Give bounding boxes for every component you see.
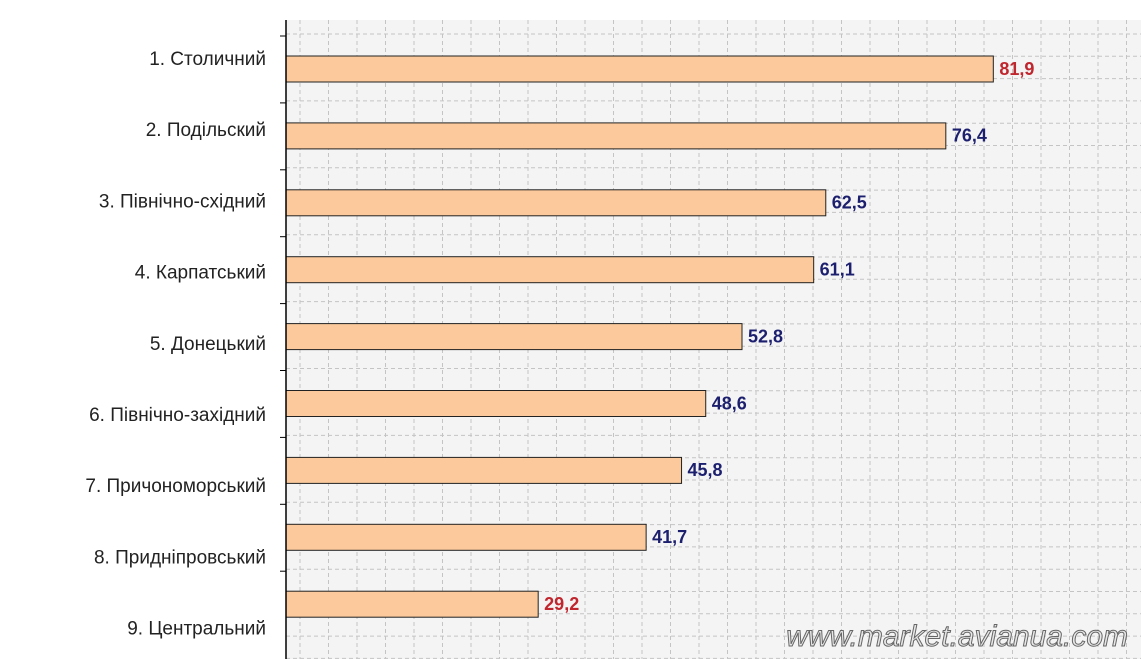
bar (285, 256, 815, 284)
bar (285, 55, 994, 83)
bar (285, 122, 947, 150)
bar (285, 523, 647, 551)
y-tick-label: 4. Карпатський (135, 263, 266, 284)
y-tick-label: 7. Причономорський (85, 476, 266, 497)
y-tick-label: 9. Центральний (127, 619, 266, 640)
y-tick-label: 8. Придніпровський (94, 547, 266, 568)
value-label: 48,6 (712, 393, 747, 413)
bar (285, 390, 707, 417)
bar (285, 189, 827, 217)
bar (285, 323, 743, 351)
marks: 81,9 1. Столичний 76,4 2. Подільский 62,5 3. … (85, 35, 1034, 640)
bar (285, 590, 539, 618)
watermark: www.market.avianua.com (786, 620, 1128, 653)
y-tick-label: 2. Подільский (146, 120, 266, 141)
value-label: 52,8 (748, 326, 783, 346)
y-tick-label: 1. Столичний (149, 49, 266, 70)
y-tick-label: 6. Північно-західний (89, 405, 266, 426)
y-tick-label: 5. Донецький (150, 334, 266, 355)
value-label: 29,2 (544, 594, 579, 614)
value-label: 61,1 (820, 259, 855, 279)
value-label: 41,7 (652, 527, 687, 547)
value-label: 76,4 (952, 126, 987, 146)
value-label: 81,9 (999, 59, 1034, 79)
value-label: 62,5 (832, 193, 867, 213)
value-label: 45,8 (688, 460, 723, 480)
bar (285, 456, 683, 484)
y-tick-label: 3. Північно-східний (99, 191, 266, 212)
